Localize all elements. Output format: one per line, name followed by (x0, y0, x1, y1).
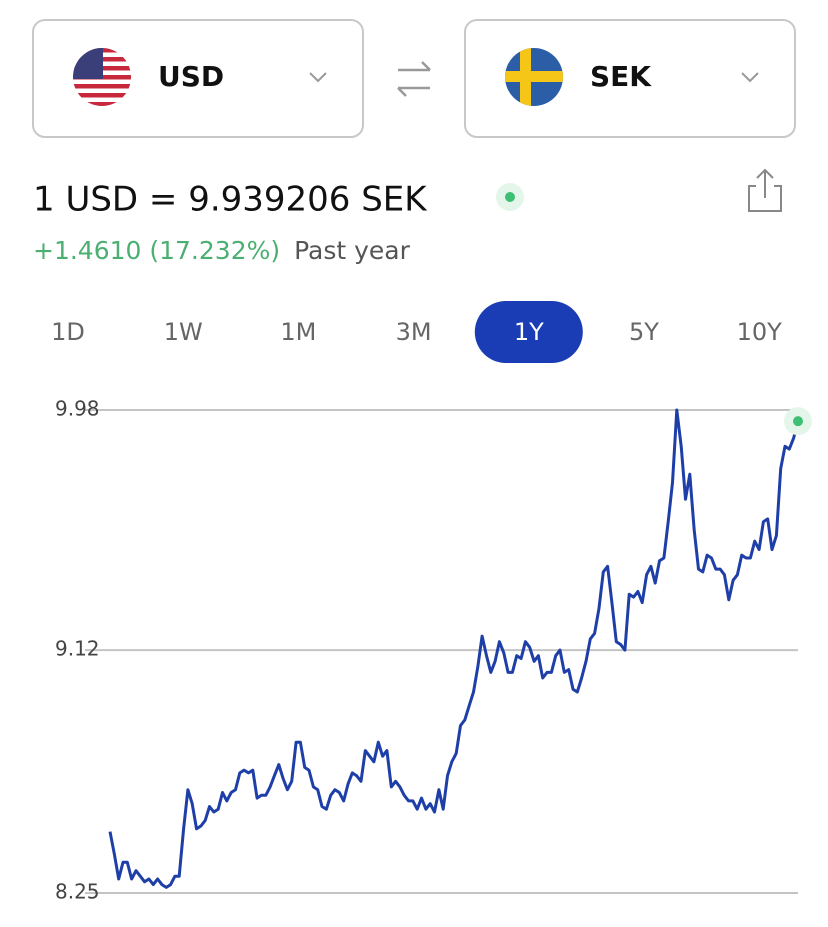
range-tab-label: 1W (164, 318, 203, 346)
to-currency-code: SEK (590, 60, 652, 93)
period: Past year (294, 236, 411, 265)
change: +1.4610 (17.232%) (33, 236, 280, 265)
range-tab[interactable]: 1Y (474, 301, 583, 363)
y-tick-label: 9.98 (55, 397, 100, 421)
y-tick-label: 9.12 (55, 637, 100, 661)
range-tab[interactable]: 1D (51, 318, 85, 346)
range-tabs: 1D 1W 1M 3M 1Y 5Y 10Y (51, 301, 782, 363)
range-tab[interactable]: 1M (280, 318, 316, 346)
range-tab-label: 10Y (737, 318, 783, 346)
end-point (793, 416, 803, 427)
from-currency-select[interactable]: USD (32, 19, 364, 138)
share-button[interactable] (748, 168, 782, 212)
range-tab[interactable]: 5Y (629, 318, 659, 346)
from-currency-code: USD (158, 60, 224, 93)
live-dot (505, 192, 515, 202)
sweden-flag (505, 48, 563, 106)
range-tab-label: 5Y (629, 318, 659, 346)
range-tab-label: 3M (396, 318, 432, 346)
change-line: +1.4610 (17.232%) Past year (33, 236, 411, 265)
us-flag (73, 48, 131, 106)
range-tab-label: 1M (280, 318, 316, 346)
range-tab[interactable]: 10Y (737, 318, 783, 346)
swap-button[interactable] (397, 61, 431, 97)
chevron (309, 72, 327, 83)
range-tab[interactable]: 3M (396, 318, 432, 346)
range-tab-label: 1D (51, 318, 85, 346)
to-currency-select[interactable]: SEK (464, 19, 796, 138)
chart: 8.25 9.12 9.98 (55, 397, 812, 904)
range-tab[interactable]: 1W (164, 318, 203, 346)
range-tab-selected (474, 301, 583, 363)
chevron (741, 72, 759, 83)
rate: 1 USD = 9.939206 SEK (33, 180, 428, 220)
y-tick-label: 8.25 (55, 880, 100, 904)
rate-line (108, 408, 800, 889)
range-tab-label: 1Y (514, 318, 544, 346)
